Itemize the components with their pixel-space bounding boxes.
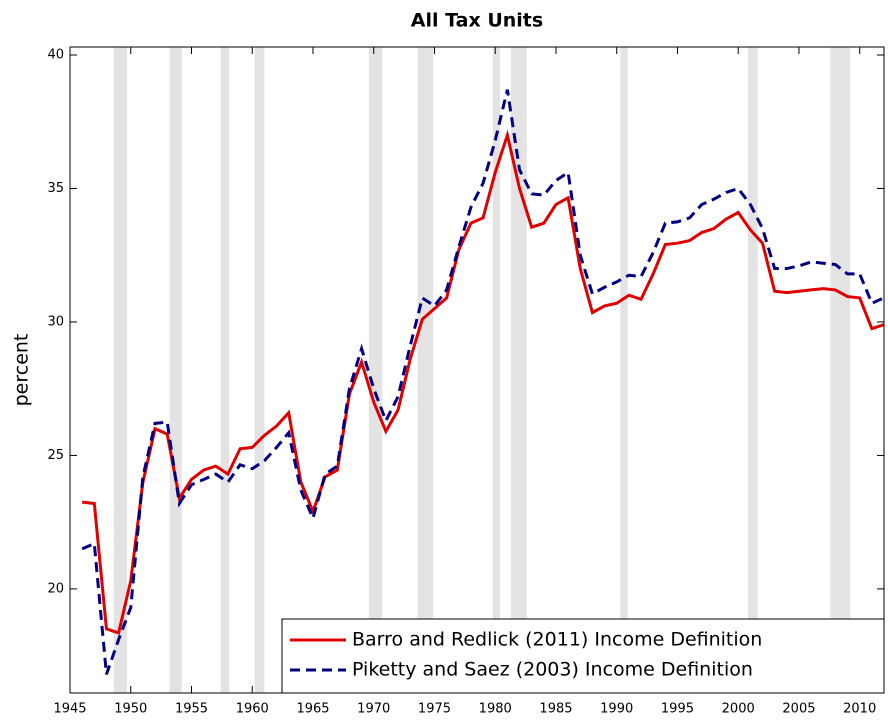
y-axis-label: percent	[11, 334, 33, 407]
shaded-period	[169, 47, 182, 693]
shaded-period	[747, 47, 758, 693]
y-tick-label: 35	[47, 181, 64, 196]
shaded-period	[511, 47, 527, 693]
shaded-period	[113, 47, 128, 693]
line-series	[81, 129, 885, 635]
x-tick-label: 1945	[53, 702, 86, 717]
y-tick-label: 40	[47, 48, 64, 63]
x-tick-label: 2005	[782, 702, 815, 717]
x-tick-label: 1955	[175, 702, 208, 717]
shaded-period	[220, 47, 230, 693]
x-tick-label: 2000	[722, 702, 755, 717]
y-tick-label: 20	[47, 581, 64, 596]
shaded-period	[417, 47, 434, 693]
legend-box	[281, 618, 885, 694]
x-tick-label: 1950	[114, 702, 147, 717]
shaded-period	[254, 47, 265, 693]
x-tick-label: 2010	[843, 702, 876, 717]
x-tick-label: 1965	[296, 702, 329, 717]
x-tick-label: 1960	[236, 702, 269, 717]
legend-label: Piketty and Saez (2003) Income Definitio…	[352, 659, 753, 681]
x-tick-label: 1995	[661, 702, 694, 717]
chart-title: All Tax Units	[411, 10, 543, 32]
x-tick-label: 1975	[418, 702, 451, 717]
x-tick-label: 1980	[479, 702, 512, 717]
y-tick-label: 25	[47, 448, 64, 463]
y-tick-label: 30	[47, 314, 64, 329]
shaded-period	[620, 47, 628, 693]
shaded-period	[830, 47, 850, 693]
plot-frame	[69, 46, 885, 694]
shaded-period	[492, 47, 501, 693]
x-tick-label: 1985	[539, 702, 572, 717]
x-tick-label: 1990	[600, 702, 633, 717]
x-tick-label: 1970	[357, 702, 390, 717]
legend: Barro and Redlick (2011) Income Definiti…	[281, 618, 885, 694]
legend-label: Barro and Redlick (2011) Income Definiti…	[352, 629, 762, 651]
shaded-period	[368, 47, 383, 693]
line-series	[81, 89, 885, 675]
